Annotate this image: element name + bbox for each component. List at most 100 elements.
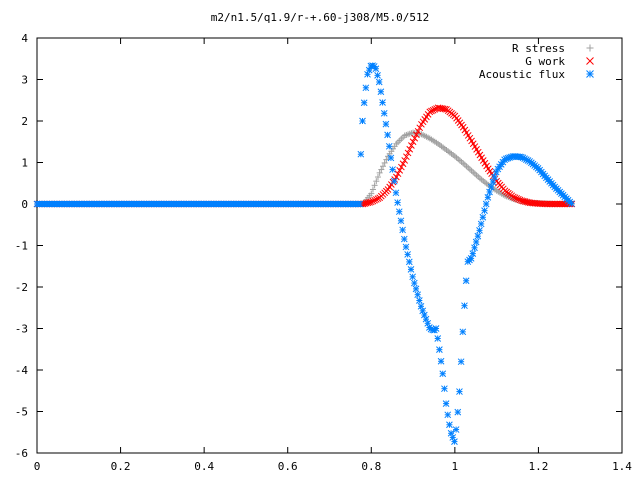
legend-label: R stress: [512, 42, 565, 55]
data-point: [412, 285, 420, 293]
data-point: [357, 150, 365, 158]
data-point: [404, 149, 412, 157]
data-point: [444, 411, 452, 419]
data-point: [373, 178, 380, 185]
data-marks: [33, 62, 576, 445]
data-point: [439, 370, 447, 378]
data-point: [375, 78, 383, 86]
data-point: [471, 244, 478, 252]
data-point: [371, 196, 378, 204]
data-point: [513, 195, 521, 202]
data-point: [360, 99, 368, 107]
data-point: [369, 197, 377, 205]
chart-title: m2/n1.5/q1.9/r-+.60-j308/M5.0/512: [211, 11, 430, 24]
data-point: [371, 182, 378, 189]
data-point: [414, 291, 422, 299]
data-point: [390, 177, 398, 185]
legend-marker: [586, 70, 594, 78]
data-point: [481, 207, 488, 214]
data-point: [474, 232, 482, 240]
y-tick-label: -4: [15, 364, 29, 377]
data-point: [400, 235, 408, 243]
data-point: [387, 154, 395, 162]
data-point: [434, 335, 442, 342]
data-point: [431, 106, 439, 113]
y-tick-label: 4: [21, 32, 28, 45]
data-point: [401, 157, 409, 164]
data-point: [406, 145, 414, 153]
y-tick-label: 2: [21, 115, 28, 128]
y-tick-label: -5: [15, 406, 28, 419]
data-point: [369, 186, 376, 193]
legend-marker: [586, 57, 594, 65]
data-point: [374, 195, 382, 202]
data-point: [456, 388, 463, 395]
data-point: [515, 195, 522, 203]
y-tick-label: 1: [21, 157, 28, 170]
data-point: [408, 142, 415, 149]
data-point: [484, 194, 492, 201]
data-point: [380, 109, 388, 117]
data-point: [477, 220, 485, 228]
data-point: [459, 328, 467, 336]
data-point: [379, 99, 386, 106]
series-acoustic-flux: [33, 62, 575, 445]
data-point: [385, 142, 393, 150]
x-tick-label: 1.2: [528, 460, 548, 473]
data-point: [383, 156, 390, 163]
legend-label: Acoustic flux: [479, 68, 565, 81]
data-point: [457, 358, 465, 366]
data-point: [356, 200, 363, 208]
data-point: [378, 166, 385, 173]
data-point: [413, 131, 420, 139]
data-point: [451, 438, 458, 445]
legend-label: G work: [525, 55, 565, 68]
data-point: [472, 238, 480, 246]
data-point: [441, 105, 449, 113]
data-point: [432, 325, 440, 332]
data-point: [454, 408, 462, 416]
data-point: [441, 385, 448, 393]
data-point: [372, 196, 380, 203]
data-point: [397, 217, 405, 225]
data-point: [376, 169, 383, 176]
data-point: [374, 71, 381, 79]
series-r-stress: [34, 129, 575, 207]
data-point: [392, 189, 400, 197]
data-point: [398, 163, 405, 171]
data-point: [407, 266, 415, 273]
axes: 0 0.2 0.4 0.6 0.8 1 1.2 1.4 4 3 2 1 0 -1 -2 -3 -4 -5 -6: [15, 32, 633, 473]
data-point: [476, 226, 483, 234]
data-point: [372, 65, 380, 73]
plot-area: [36, 37, 623, 454]
data-point: [368, 190, 375, 197]
x-tick-label: 0.2: [111, 460, 131, 473]
data-point: [409, 138, 417, 146]
data-point: [403, 153, 410, 161]
data-point: [410, 279, 418, 287]
data-point: [382, 120, 390, 128]
y-tick-label: -1: [15, 240, 28, 253]
legend-marker: [586, 44, 594, 52]
y-tick-label: 0: [21, 198, 28, 211]
data-point: [359, 117, 366, 125]
data-point: [409, 273, 417, 281]
data-point: [416, 124, 424, 132]
data-point: [436, 346, 443, 354]
data-point: [568, 200, 575, 207]
data-point: [394, 199, 401, 206]
data-point: [405, 258, 413, 266]
data-point: [367, 198, 375, 206]
y-tick-label: -3: [15, 323, 28, 336]
data-point: [395, 208, 403, 216]
data-point: [381, 159, 388, 166]
data-point: [399, 160, 407, 168]
y-tick-label: -6: [15, 447, 28, 460]
data-point: [437, 357, 445, 365]
data-point: [389, 166, 396, 173]
data-point: [396, 167, 404, 174]
x-tick-label: 0.6: [278, 460, 298, 473]
data-point: [414, 127, 422, 135]
data-point: [482, 200, 490, 208]
